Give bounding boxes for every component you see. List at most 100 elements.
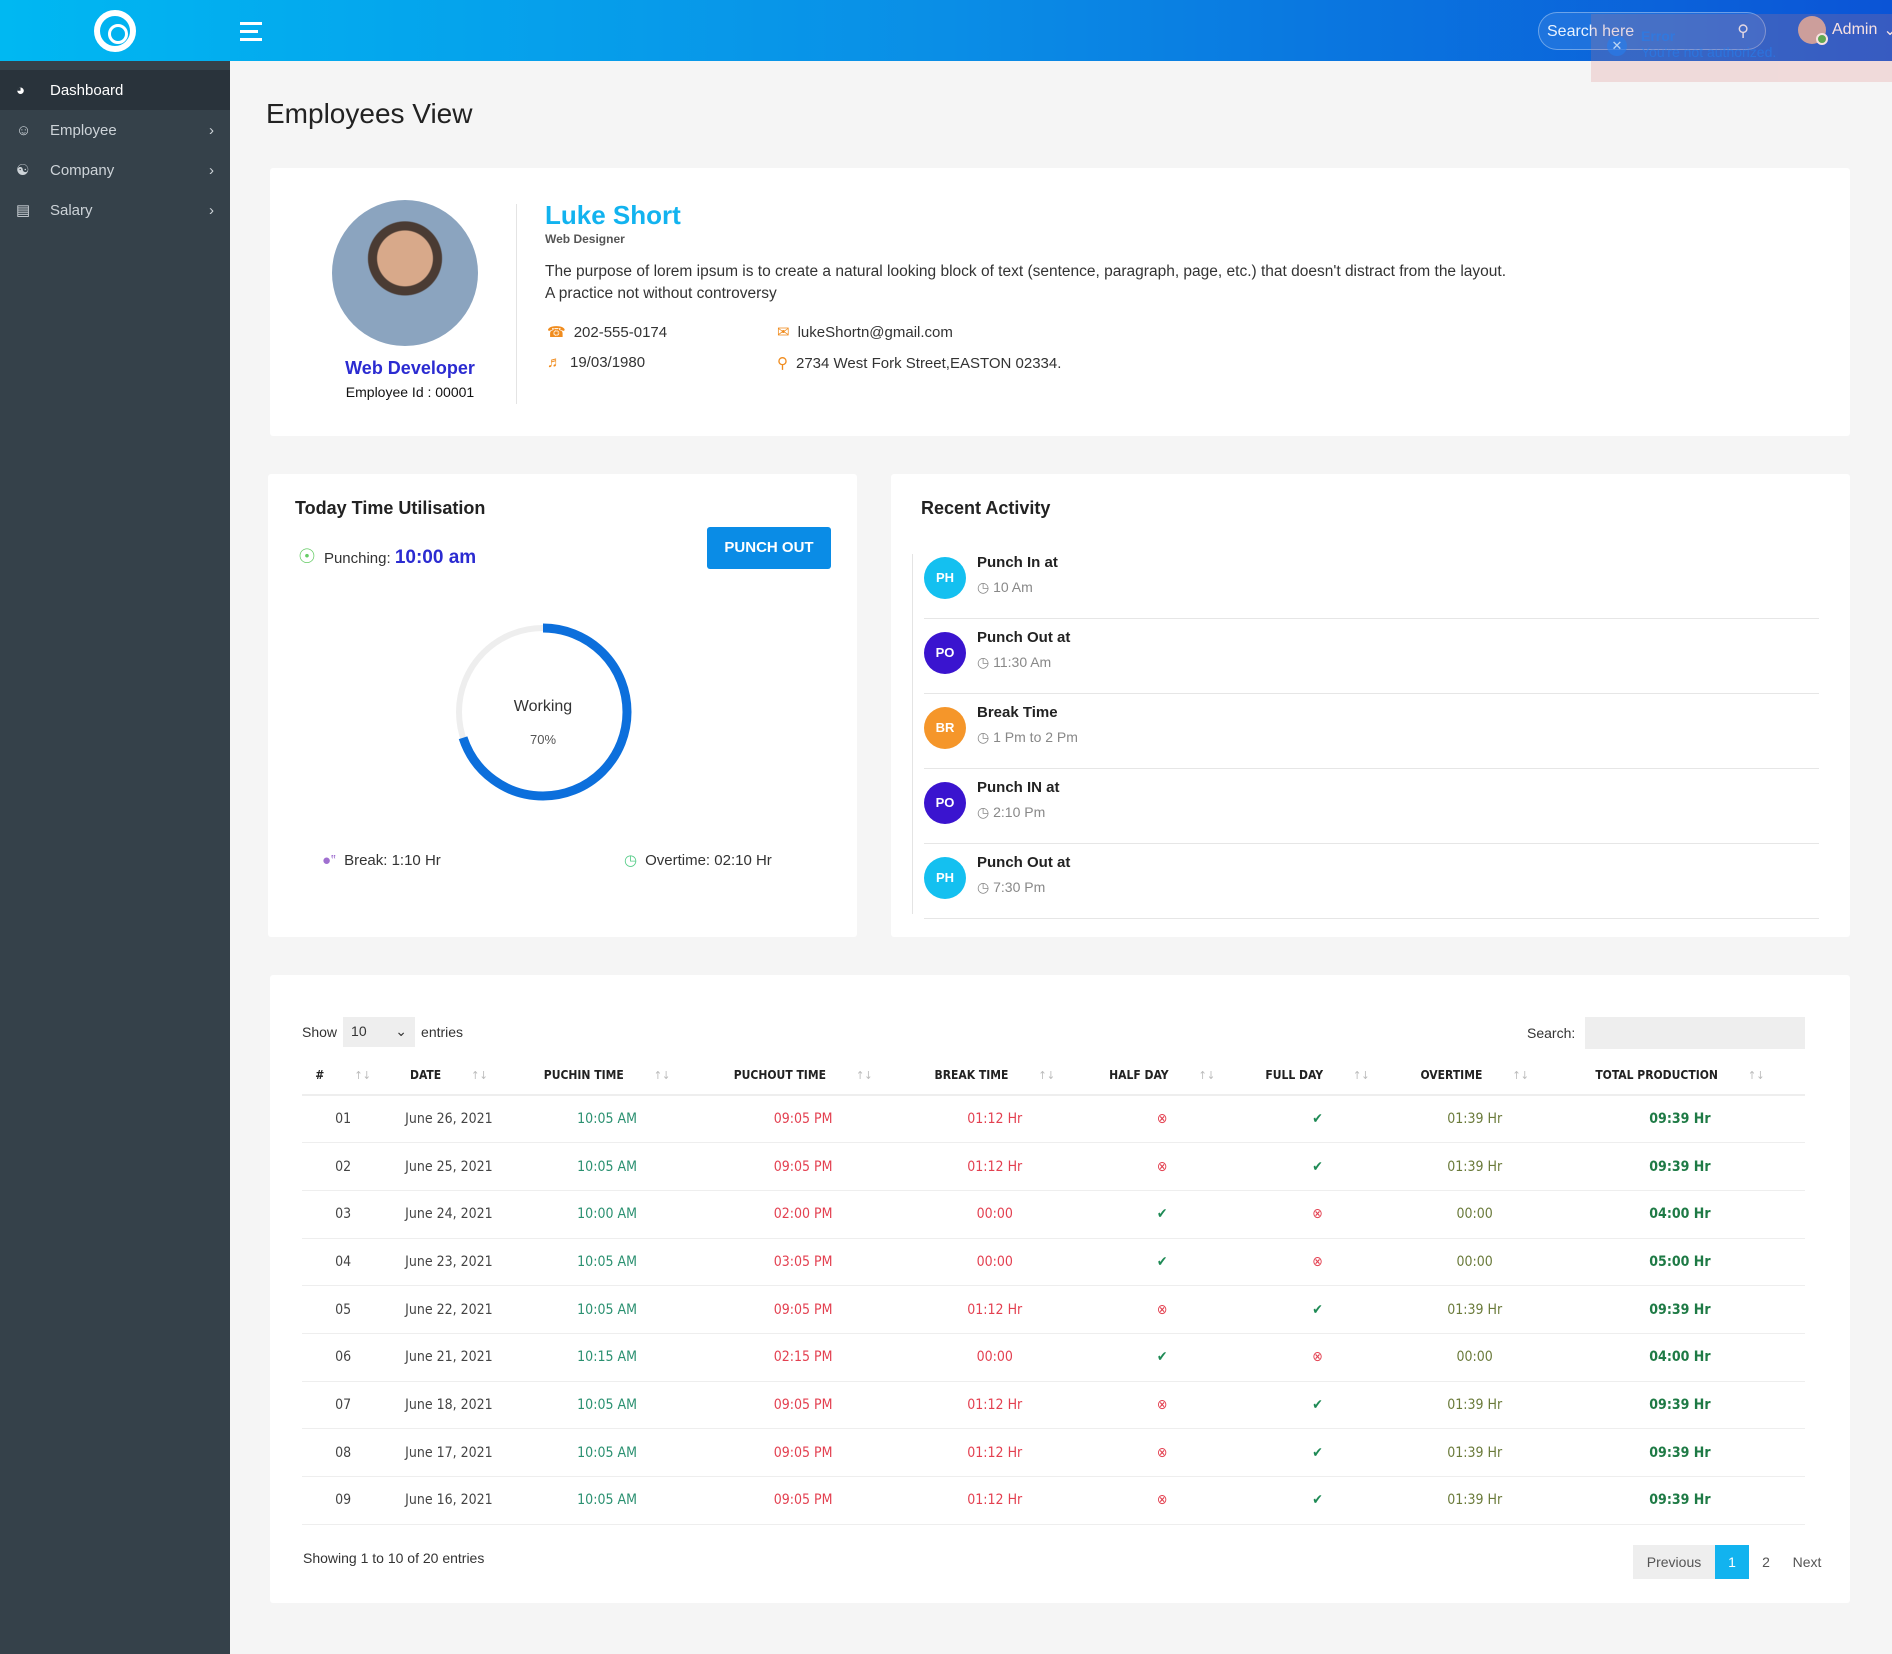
- divider: [516, 204, 517, 404]
- column-header[interactable]: PUCHOUT TIME ↑↓: [700, 1055, 906, 1096]
- sort-icon[interactable]: ↑↓: [1353, 1068, 1370, 1082]
- check-icon: ✔: [1240, 1476, 1395, 1525]
- sidebar-label: Salary: [50, 201, 93, 219]
- email-value: lukeShortn@gmail.com: [797, 324, 953, 341]
- column-header[interactable]: BREAK TIME ↑↓: [905, 1055, 1084, 1096]
- sidebar-item-dashboard[interactable]: ◕ Dashboard: [0, 70, 230, 110]
- table-cell: 00:00: [905, 1333, 1084, 1382]
- sort-icon[interactable]: ↑↓: [1747, 1068, 1765, 1082]
- column-header[interactable]: HALF DAY ↑↓: [1083, 1055, 1241, 1096]
- sidebar-item-company[interactable]: ☯ Company ›: [0, 150, 230, 190]
- search-input[interactable]: Search here ⚲: [1538, 12, 1766, 50]
- sort-icon[interactable]: ↑↓: [855, 1068, 873, 1082]
- page-2-button[interactable]: 2: [1762, 1554, 1770, 1570]
- donut-label: Working: [513, 698, 573, 715]
- table-cell: 02: [302, 1142, 385, 1191]
- user-name: Admin: [1832, 21, 1878, 38]
- check-icon: ✔: [1240, 1142, 1395, 1191]
- table-cell: 10:05 AM: [513, 1476, 701, 1525]
- table-search-input[interactable]: [1585, 1017, 1806, 1049]
- dob-value: 19/03/1980: [570, 354, 646, 371]
- cross-icon: ⊗: [1083, 1095, 1241, 1144]
- punching-label: Punching:: [323, 550, 391, 567]
- activity-badge: PH: [924, 557, 966, 599]
- cross-icon: ⊗: [1083, 1428, 1241, 1477]
- menu-toggle-icon[interactable]: [240, 22, 262, 46]
- top-bar: Search here ⚲ Admin ⌄: [0, 0, 1892, 61]
- table-cell: 01:12 Hr: [905, 1285, 1084, 1334]
- overtime-info: ◷ Overtime: 02:10 Hr: [624, 851, 772, 869]
- punching-time: 10:00 am: [394, 547, 477, 568]
- column-label: DATE: [410, 1067, 442, 1082]
- column-header[interactable]: PUCHIN TIME ↑↓: [513, 1055, 701, 1096]
- table-cell: 00:00: [905, 1190, 1084, 1239]
- table-search: Search:: [1527, 1017, 1806, 1049]
- next-button[interactable]: Next: [1792, 1554, 1822, 1570]
- card-title: Today Time Utilisation: [295, 498, 486, 518]
- search-placeholder: Search here: [1547, 23, 1635, 40]
- table-cell: 00:00: [1394, 1333, 1555, 1382]
- activity-badge: PH: [924, 857, 966, 899]
- table-cell: June 22, 2021: [384, 1285, 514, 1334]
- activity-time-value: 10 Am: [993, 579, 1033, 595]
- donut-percent: 70%: [529, 732, 557, 747]
- user-menu[interactable]: Admin ⌄: [1798, 16, 1892, 45]
- mail-icon: ✉: [777, 324, 790, 341]
- sort-icon[interactable]: ↑↓: [1198, 1068, 1216, 1082]
- table-cell: 03: [302, 1190, 385, 1239]
- activity-time-value: 7:30 Pm: [993, 879, 1046, 895]
- sort-icon[interactable]: ↑↓: [1512, 1068, 1529, 1082]
- cross-icon: ⊗: [1083, 1381, 1241, 1430]
- table-cell: 10:05 AM: [513, 1238, 701, 1287]
- table-cell: 09:05 PM: [700, 1476, 906, 1525]
- table-cell: 01:12 Hr: [905, 1142, 1084, 1191]
- table-cell: June 25, 2021: [384, 1142, 514, 1191]
- table-cell: 01:12 Hr: [905, 1095, 1084, 1144]
- money-icon: ▤: [16, 202, 31, 219]
- table-row: 01 June 26, 2021 10:05 AM 09:05 PM 01:12 Hr ⊗…: [302, 1095, 1805, 1144]
- cross-icon: ⊗: [1240, 1333, 1395, 1382]
- previous-button[interactable]: Previous: [1633, 1545, 1715, 1579]
- chevron-down-icon: ⌄: [1883, 22, 1892, 39]
- table-row: 09 June 16, 2021 10:05 AM 09:05 PM 01:12 Hr ⊗…: [302, 1476, 1805, 1525]
- punch-out-button[interactable]: PUNCH OUT: [707, 527, 831, 569]
- table-row: 03 June 24, 2021 10:00 AM 02:00 PM 00:00 ✔ ⊗ 00…: [302, 1190, 1805, 1239]
- column-header[interactable]: # ↑↓: [302, 1055, 385, 1096]
- table-cell: 09:05 PM: [700, 1095, 906, 1144]
- profile-subtitle: Web Designer: [545, 232, 625, 246]
- logo-icon[interactable]: [94, 10, 136, 52]
- search-icon[interactable]: ⚲: [1737, 23, 1749, 40]
- users-icon: ☯: [16, 162, 30, 179]
- error-toast[interactable]: ✕ Error You're not authorized.: [1591, 14, 1892, 82]
- column-header[interactable]: OVERTIME ↑↓: [1394, 1055, 1555, 1096]
- toast-title: Error: [1641, 28, 1676, 44]
- column-label: PUCHOUT TIME: [733, 1067, 826, 1082]
- sort-icon[interactable]: ↑↓: [471, 1068, 488, 1082]
- overtime-icon: ◷: [624, 852, 638, 869]
- sort-icon[interactable]: ↑↓: [354, 1068, 371, 1082]
- activity-time: ◷ 7:30 Pm: [977, 879, 1045, 896]
- column-header[interactable]: FULL DAY ↑↓: [1240, 1055, 1395, 1096]
- sort-icon[interactable]: ↑↓: [653, 1068, 671, 1082]
- punching-info: ☉ Punching: 10:00 am: [298, 544, 476, 569]
- profile-photo: [332, 200, 478, 346]
- timeline-line: [912, 554, 913, 914]
- sidebar-item-employee[interactable]: ☺ Employee ›: [0, 110, 230, 150]
- profile-name: Luke Short: [545, 200, 681, 230]
- email[interactable]: ✉ lukeShortn@gmail.com: [777, 323, 953, 341]
- column-header[interactable]: DATE ↑↓: [384, 1055, 514, 1096]
- activity-time-value: 1 Pm to 2 Pm: [993, 729, 1078, 745]
- table-cell: 09:39 Hr: [1554, 1095, 1805, 1144]
- user-plus-icon: ☺: [16, 121, 32, 139]
- table-cell: 09:39 Hr: [1554, 1476, 1805, 1525]
- sidebar-item-salary[interactable]: ▤ Salary ›: [0, 190, 230, 230]
- employee-id: Employee Id : 00001: [345, 384, 475, 400]
- table-cell: 02:00 PM: [700, 1190, 906, 1239]
- dashboard-icon: ◕: [16, 81, 26, 99]
- activity-time: ◷ 1 Pm to 2 Pm: [977, 729, 1078, 746]
- search-label: Search:: [1527, 1025, 1576, 1041]
- sort-icon[interactable]: ↑↓: [1038, 1068, 1056, 1082]
- column-header[interactable]: TOTAL PRODUCTION ↑↓: [1554, 1055, 1805, 1096]
- entries-select[interactable]: 10 ⌄: [343, 1017, 416, 1047]
- page-1-button[interactable]: 1: [1715, 1545, 1749, 1579]
